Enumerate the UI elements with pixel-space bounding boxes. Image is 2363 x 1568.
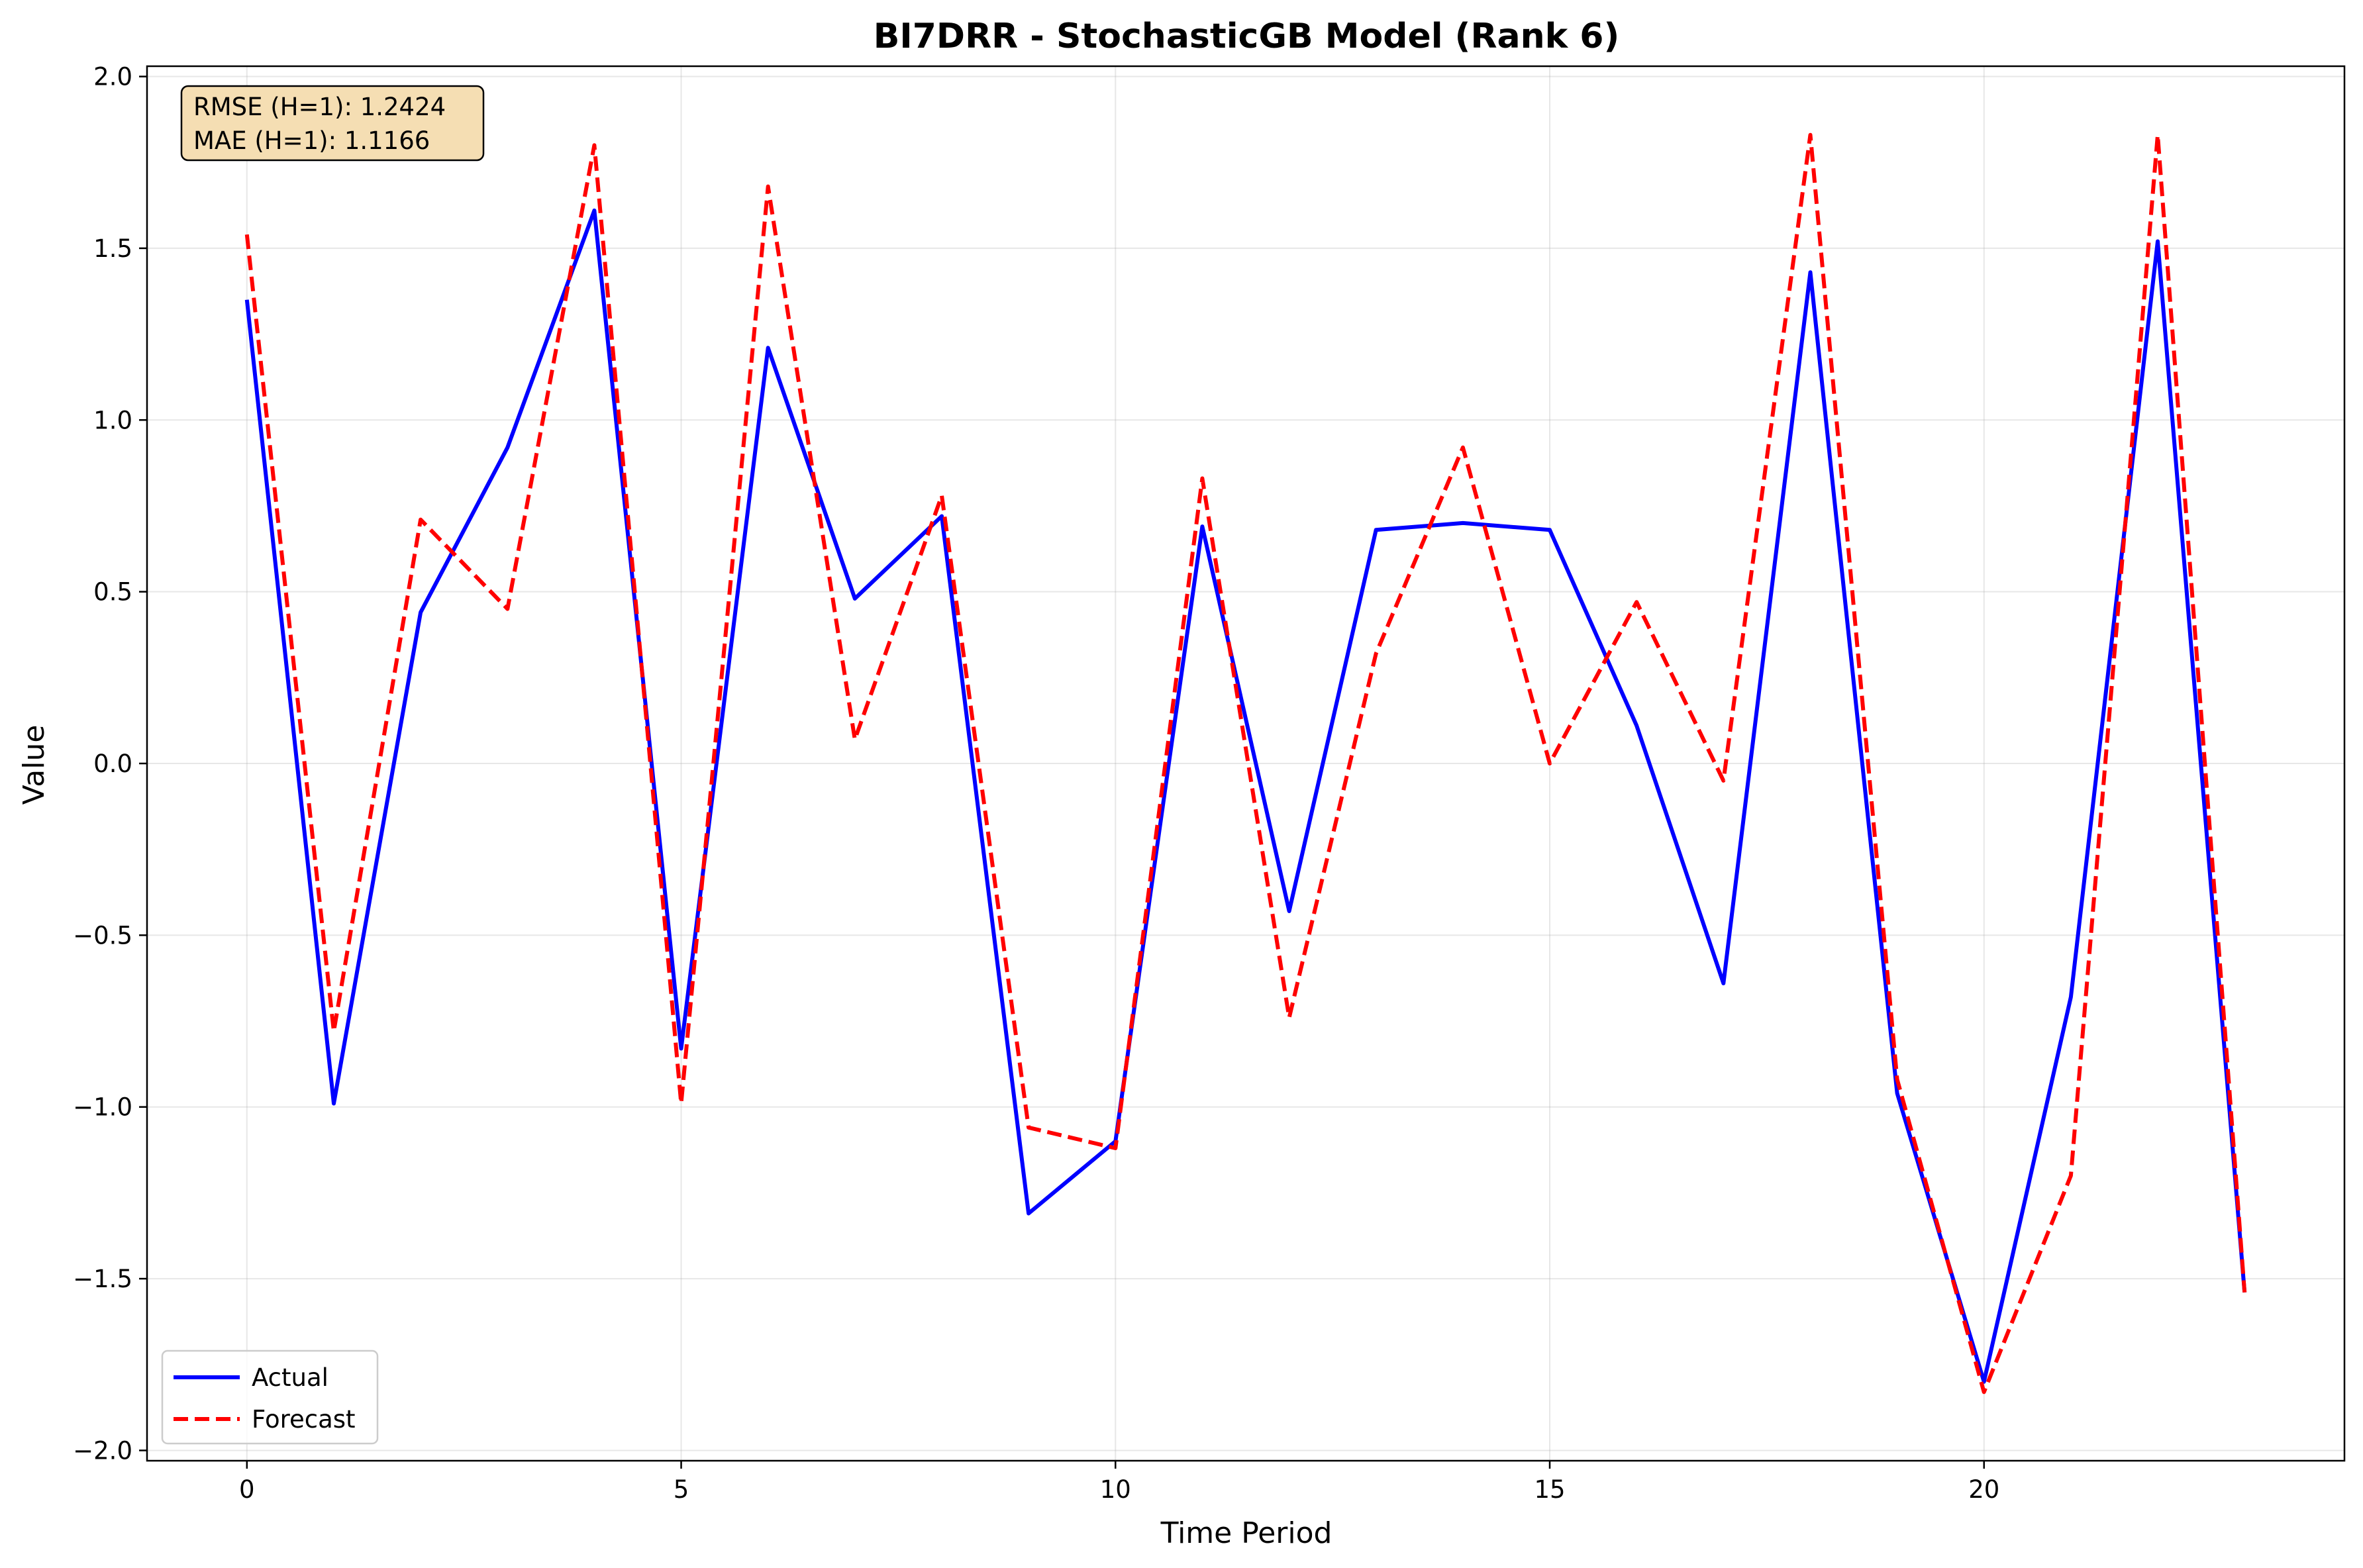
x-tick-label: 20 (1968, 1475, 1999, 1504)
x-axis-label: Time Period (1160, 1516, 1332, 1550)
x-tick-label: 5 (674, 1475, 689, 1504)
ticks: 0 5 10 15 20 −2.0 −1.5 −1.0 −0.5 0.0 0.5 1.0 1.5 2.0 (73, 63, 1999, 1504)
y-tick-label: 1.5 (93, 234, 132, 263)
chart-title: BI7DRR - StochasticGB Model (Rank 6) (874, 17, 1619, 56)
x-tick-label: 15 (1534, 1475, 1565, 1504)
y-tick-label: 0.0 (93, 750, 132, 778)
stats-mae-text: MAE (H=1): 1.1166 (193, 126, 430, 155)
stats-rmse-text: RMSE (H=1): 1.2424 (193, 93, 446, 121)
series-line-actual (244, 208, 2247, 1384)
y-tick-label: 1.0 (93, 406, 132, 434)
x-tick-label: 0 (239, 1475, 255, 1504)
legend: Actual Forecast (161, 1349, 379, 1445)
stats-box-background (180, 85, 485, 162)
legend-actual-label: Actual (252, 1363, 328, 1392)
x-tick-label: 10 (1100, 1475, 1131, 1504)
y-tick-label: −1.0 (73, 1093, 132, 1122)
y-tick-label: −2.0 (73, 1436, 132, 1465)
series-layer (244, 132, 2247, 1395)
grid (147, 66, 2344, 1461)
y-tick-label: −1.5 (73, 1265, 132, 1293)
stats-box: RMSE (H=1): 1.2424 MAE (H=1): 1.1166 (180, 85, 485, 162)
y-tick-label: 2.0 (93, 63, 132, 91)
y-axis-label: Value (17, 725, 51, 805)
series-line-forecast (244, 132, 2247, 1395)
y-tick-label: −0.5 (73, 921, 132, 950)
legend-forecast-label: Forecast (252, 1405, 356, 1434)
y-tick-label: 0.5 (93, 578, 132, 607)
